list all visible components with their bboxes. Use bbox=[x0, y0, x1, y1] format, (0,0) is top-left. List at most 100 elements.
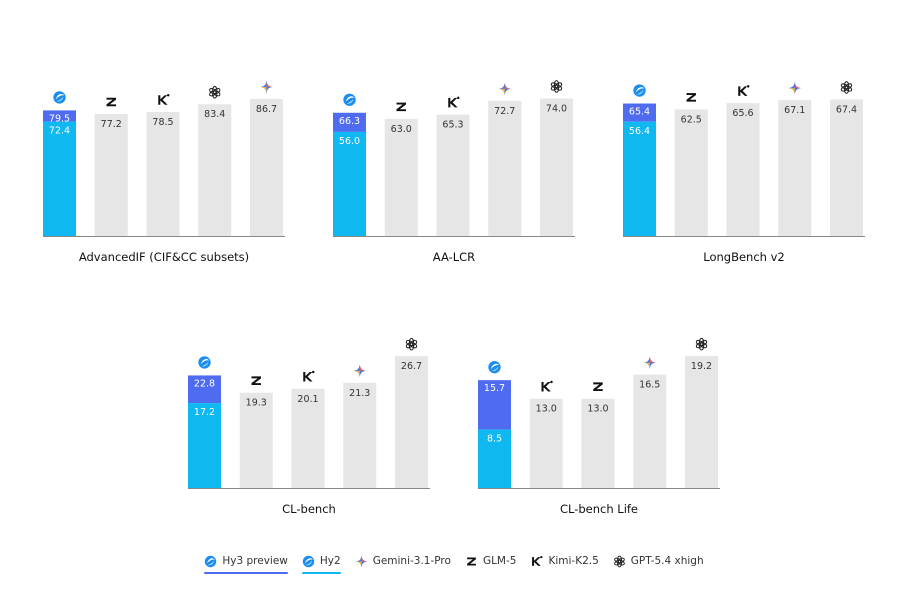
z-logo-icon bbox=[251, 376, 261, 385]
k-logo-icon bbox=[448, 96, 460, 108]
bar-gemini bbox=[343, 382, 377, 488]
value-label-hy3: 22.8 bbox=[194, 378, 215, 389]
chart-title: LongBench v2 bbox=[703, 250, 784, 264]
value-label-glm: 77.2 bbox=[101, 119, 122, 130]
value-label-hy3: 15.7 bbox=[484, 383, 505, 394]
bar-hy3-preview bbox=[188, 375, 221, 404]
value-label-glm: 62.5 bbox=[681, 114, 702, 125]
value-label-hy2: 8.5 bbox=[487, 434, 502, 445]
gemini-sparkle-icon bbox=[788, 81, 801, 95]
chart-panel: 22.8 17.2 19.3 20.1 21.3 26.7 CL-bench bbox=[188, 337, 430, 516]
legend-item-gemini: Gemini-3.1-Pro bbox=[355, 552, 451, 570]
openai-knot-icon bbox=[550, 80, 563, 93]
k-logo-icon bbox=[532, 555, 543, 566]
gemini-sparkle-icon bbox=[498, 82, 511, 96]
value-label-gpt: 67.4 bbox=[836, 104, 857, 115]
value-label-gemini: 16.5 bbox=[639, 380, 660, 391]
legend-label: Kimi-K2.5 bbox=[548, 555, 599, 567]
value-label-gpt: 26.7 bbox=[401, 361, 422, 372]
openai-knot-icon bbox=[613, 555, 625, 567]
k-logo-icon bbox=[541, 380, 553, 392]
value-label-kimi: 65.3 bbox=[442, 120, 463, 131]
bar-kimi bbox=[291, 388, 325, 488]
value-label-glm: 19.3 bbox=[246, 398, 267, 409]
legend-item-kimi: Kimi-K2.5 bbox=[530, 552, 599, 570]
legend-item-hy2: Hy2 bbox=[301, 552, 341, 574]
bar-hy3-preview bbox=[333, 112, 366, 132]
bar-gemini bbox=[633, 374, 667, 488]
openai-knot-icon bbox=[840, 81, 853, 94]
value-label-hy2: 56.0 bbox=[339, 136, 360, 147]
chart-title: CL-bench Life bbox=[560, 502, 638, 516]
z-logo-icon bbox=[396, 102, 406, 112]
gemini-sparkle-icon bbox=[355, 555, 367, 567]
bar-glm bbox=[239, 392, 273, 488]
legend-underline bbox=[204, 572, 288, 574]
bar-glm bbox=[581, 398, 615, 488]
z-logo-icon bbox=[467, 557, 476, 565]
k-logo-icon bbox=[158, 93, 170, 105]
value-label-gemini: 72.7 bbox=[494, 106, 515, 117]
hunyuan-icon bbox=[205, 555, 217, 567]
value-label-gpt: 74.0 bbox=[546, 103, 567, 114]
bar-hy3-preview bbox=[478, 380, 511, 430]
chart-panel: 66.3 56.0 63.0 65.3 72.7 74.0 AA-LCR bbox=[333, 80, 575, 264]
value-label-gemini: 67.1 bbox=[784, 105, 805, 116]
value-label-hy2: 56.4 bbox=[629, 126, 650, 137]
value-label-hy3: 79.5 bbox=[49, 113, 70, 124]
value-label-hy2: 17.2 bbox=[194, 407, 215, 418]
bar-gpt bbox=[395, 356, 428, 488]
k-logo-icon bbox=[532, 555, 543, 566]
gemini-sparkle-icon bbox=[355, 555, 367, 567]
hunyuan-icon bbox=[302, 555, 315, 567]
bar-kimi bbox=[726, 103, 760, 236]
bar-kimi bbox=[529, 398, 563, 488]
bar-gpt bbox=[830, 99, 863, 236]
openai-knot-icon bbox=[695, 337, 708, 351]
k-logo-icon bbox=[738, 85, 750, 96]
value-label-kimi: 20.1 bbox=[297, 394, 318, 405]
bar-hy2 bbox=[623, 121, 656, 236]
chart-panel: 65.4 56.4 62.5 65.6 67.1 67.4 LongBench v2 bbox=[623, 81, 865, 264]
legend-item-gpt: GPT-5.4 xhigh bbox=[613, 552, 704, 570]
hunyuan-icon bbox=[633, 84, 646, 97]
value-label-gpt: 19.2 bbox=[691, 361, 712, 372]
value-label-glm: 63.0 bbox=[391, 124, 412, 135]
z-logo-icon bbox=[686, 93, 696, 102]
legend-label: Gemini-3.1-Pro bbox=[372, 555, 451, 567]
chart-panel: 79.5 72.4 77.2 78.5 83.4 86.7 AdvancedIF (CIF&… bbox=[43, 80, 285, 264]
legend-item-hy3: Hy3 preview bbox=[204, 552, 288, 574]
value-label-gemini: 86.7 bbox=[256, 104, 277, 115]
hunyuan-icon bbox=[302, 555, 315, 567]
gemini-sparkle-icon bbox=[353, 364, 366, 378]
legend-underline bbox=[301, 572, 341, 574]
value-label-gpt: 83.4 bbox=[204, 109, 225, 120]
openai-knot-icon bbox=[405, 337, 418, 351]
openai-knot-icon bbox=[209, 85, 221, 99]
bar-gemini bbox=[488, 100, 522, 237]
legend-label: GLM-5 bbox=[482, 555, 517, 567]
chart-title: CL-bench bbox=[282, 502, 336, 516]
bar-hy2 bbox=[478, 429, 511, 488]
z-logo-icon bbox=[593, 382, 603, 391]
z-logo-icon bbox=[467, 557, 476, 565]
bar-gemini bbox=[778, 100, 812, 236]
bar-kimi bbox=[146, 111, 180, 236]
bar-gemini bbox=[250, 99, 283, 236]
hunyuan-icon bbox=[205, 555, 217, 567]
chart-panel: 15.7 8.5 13.0 13.0 16.5 19.2 CL-bench Life bbox=[478, 337, 720, 516]
hunyuan-icon bbox=[53, 91, 66, 104]
gemini-sparkle-icon bbox=[643, 356, 656, 369]
legend-label: GPT-5.4 xhigh bbox=[630, 555, 704, 567]
value-label-kimi: 78.5 bbox=[152, 117, 173, 128]
gemini-sparkle-icon bbox=[260, 80, 273, 94]
hunyuan-icon bbox=[343, 93, 356, 106]
bar-glm bbox=[674, 109, 708, 236]
legend-label: Hy3 preview bbox=[222, 555, 288, 567]
bar-hy2 bbox=[43, 121, 76, 236]
bar-hy3-preview bbox=[623, 103, 656, 122]
z-logo-icon bbox=[106, 97, 116, 107]
hunyuan-icon bbox=[198, 356, 211, 369]
legend-label: Hy2 bbox=[319, 555, 341, 567]
